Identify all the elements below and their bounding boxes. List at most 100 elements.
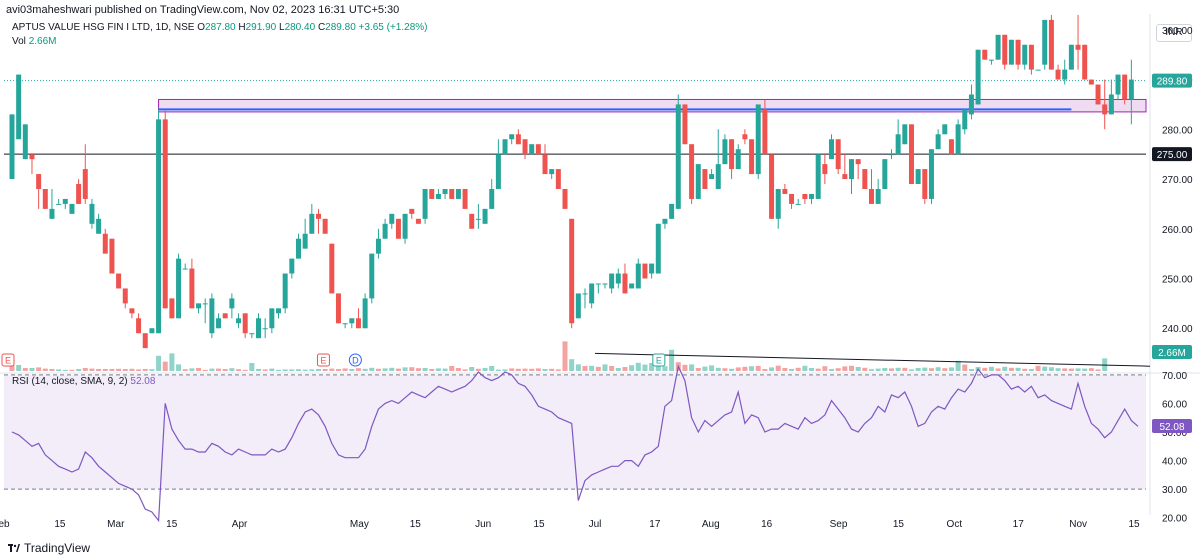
volume-bar — [1048, 367, 1054, 371]
candle-body — [202, 303, 208, 305]
volume-bar — [509, 368, 515, 371]
candle-body — [16, 74, 22, 140]
annotation-group — [4, 80, 1151, 367]
volume-bar — [82, 368, 88, 371]
volume-bar — [569, 359, 575, 371]
volume-bar — [535, 368, 541, 371]
date-tick-label: 15 — [534, 519, 546, 530]
candle-body — [602, 283, 608, 285]
price-tick-label: 300.00 — [1162, 26, 1193, 37]
rsi-band — [4, 374, 1146, 490]
event-marker-label: E — [5, 356, 11, 366]
event-marker-label: E — [656, 356, 662, 366]
candle-body — [922, 169, 928, 199]
publisher-note: avi03maheshwari published on TradingView… — [6, 4, 400, 16]
candle-body — [1028, 44, 1034, 70]
volume-bar — [395, 368, 401, 371]
volume-bar — [782, 368, 788, 371]
volume-bar — [735, 367, 741, 371]
volume-tag: 2.66M — [1158, 348, 1186, 359]
candle-body — [22, 124, 28, 160]
volume-bar — [1022, 368, 1028, 371]
volume-bar — [169, 353, 175, 371]
volume-bar — [822, 366, 828, 371]
candle-body — [535, 144, 541, 155]
date-tick-label: 15 — [893, 519, 905, 530]
volume-bar — [415, 368, 421, 371]
candle-body — [29, 154, 35, 160]
candle-body — [36, 174, 42, 189]
volume-bar — [302, 369, 308, 371]
candle-body — [482, 208, 488, 224]
volume-bar — [622, 367, 628, 371]
volume-bar — [89, 368, 95, 371]
symbol-name: APTUS VALUE HSG FIN I LTD, 1D, NSE — [12, 22, 195, 33]
candle-body — [562, 188, 568, 209]
date-tick-label: Aug — [702, 519, 720, 530]
volume-bar — [529, 368, 535, 371]
volume-bar — [1035, 365, 1041, 371]
volume-bar — [16, 365, 22, 371]
candle-body — [915, 169, 921, 185]
volume-bar — [249, 363, 255, 371]
candle-body — [369, 253, 375, 299]
volume-bar — [136, 369, 142, 371]
candle-body — [649, 263, 655, 274]
rsi-tick-label: 50.00 — [1162, 428, 1187, 439]
date-tick-label: 17 — [1013, 519, 1025, 530]
volume-bar — [42, 368, 48, 371]
candle-body — [795, 203, 801, 205]
volume-bar — [29, 368, 35, 371]
volume-bar — [908, 369, 914, 371]
candle-body — [689, 144, 695, 199]
candle-body — [888, 154, 894, 156]
volume-bar — [256, 369, 262, 371]
candle-body — [715, 164, 721, 189]
volume-bar — [76, 369, 82, 371]
date-tick-label: 15 — [54, 519, 66, 530]
candle-body — [122, 288, 128, 304]
candle-body — [935, 134, 941, 150]
volume-bar — [835, 368, 841, 371]
candle-body — [509, 134, 515, 140]
candle-body — [769, 154, 775, 219]
volume-bar — [942, 368, 948, 371]
candle-body — [56, 203, 62, 205]
candle-body — [629, 283, 635, 289]
rsi-value-tag: 52.08 — [1159, 422, 1184, 433]
volume-bar — [9, 365, 15, 371]
candle-body — [282, 273, 288, 309]
volume-bar — [968, 369, 974, 371]
rsi-group — [11, 364, 1139, 523]
volume-bar — [289, 369, 295, 371]
volume-bar — [582, 366, 588, 371]
volume-bar — [449, 366, 455, 371]
date-tick-label: 15 — [410, 519, 422, 530]
candle-body — [209, 298, 215, 334]
candle-body — [1115, 74, 1121, 95]
volume-bar — [662, 366, 668, 371]
volume-bar — [988, 366, 994, 371]
volume-bar — [562, 341, 568, 371]
currency-button[interactable]: INR — [1156, 24, 1192, 42]
volume-bar — [962, 364, 968, 371]
candle-body — [229, 298, 235, 309]
candle-body — [89, 203, 95, 224]
date-tick-label: Apr — [232, 519, 248, 530]
candle-body — [802, 193, 808, 199]
candle-body — [695, 164, 701, 199]
volume-bar — [355, 368, 361, 371]
candle-body — [182, 268, 188, 270]
candle-body — [582, 293, 588, 295]
candle-body — [109, 238, 115, 274]
candle-body — [329, 243, 335, 294]
candle-body — [1042, 19, 1048, 65]
volume-bar — [868, 369, 874, 371]
volume-label: Vol — [12, 36, 26, 47]
volume-bar — [236, 369, 242, 371]
volume-bar — [522, 368, 528, 371]
volume-bar — [549, 368, 555, 371]
volume-bar — [802, 365, 808, 371]
